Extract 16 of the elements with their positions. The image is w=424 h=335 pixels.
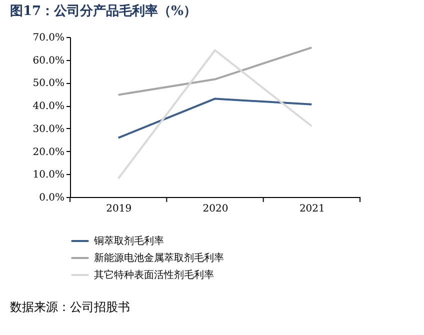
y-tick-label: 20.0%	[32, 146, 64, 158]
y-tick-label: 0.0%	[39, 192, 64, 204]
y-tick-label: 70.0%	[32, 32, 64, 44]
y-tick-label: 50.0%	[32, 78, 64, 90]
x-tick-label: 2019	[106, 204, 132, 214]
legend-label: 铜萃取剂毛利率	[93, 235, 164, 247]
x-tick-label: 2020	[202, 204, 228, 214]
x-tick-label: 2021	[299, 204, 325, 214]
chart-title: 图17：公司分产品毛利率（%）	[10, 3, 196, 19]
y-tick-label: 40.0%	[32, 101, 64, 112]
legend-label: 新能源电池金属萃取剂毛利率	[94, 252, 224, 264]
legend-label: 其它特种表面活性剂毛利率	[94, 269, 214, 281]
y-tick-label: 60.0%	[32, 55, 64, 66]
y-tick-label: 10.0%	[32, 170, 64, 181]
y-tick-label: 30.0%	[32, 124, 64, 135]
source-note: 数据来源：公司招股书	[10, 300, 130, 314]
